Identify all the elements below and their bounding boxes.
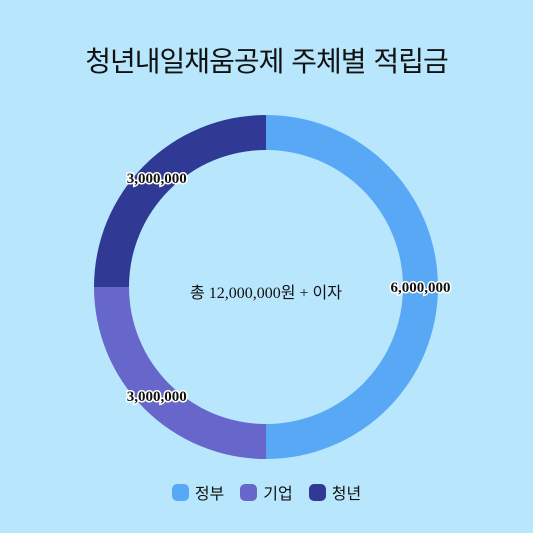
slice-2 — [94, 287, 266, 459]
legend-item-1[interactable]: 정부 — [171, 480, 225, 504]
chart-legend: 정부 기업 청년 — [0, 480, 533, 504]
donut-slices — [94, 115, 438, 459]
slice-3 — [94, 115, 266, 287]
legend-label: 청년 — [331, 484, 362, 503]
legend-label: 기업 — [263, 484, 293, 503]
slice-1 — [266, 115, 438, 459]
center-total-label: 총 12,000,000원 + 이자 — [190, 284, 342, 302]
legend-swatch — [171, 483, 189, 501]
slice-label-3: 3,000,000 — [127, 171, 187, 187]
legend-item-2[interactable]: 기업 — [240, 480, 293, 504]
legend-swatch — [240, 483, 258, 501]
legend-label: 정부 — [194, 484, 225, 503]
legend-swatch — [308, 483, 326, 501]
chart-title: 청년내일채움공제 주체별 적립금 — [85, 45, 448, 78]
slice-label-1: 6,000,000 — [391, 280, 451, 296]
slice-labels: 6,000,000 3,000,000 3,000,000 — [125, 169, 452, 406]
slice-label-2: 3,000,000 — [127, 389, 187, 405]
legend-item-3[interactable]: 청년 — [308, 480, 362, 504]
